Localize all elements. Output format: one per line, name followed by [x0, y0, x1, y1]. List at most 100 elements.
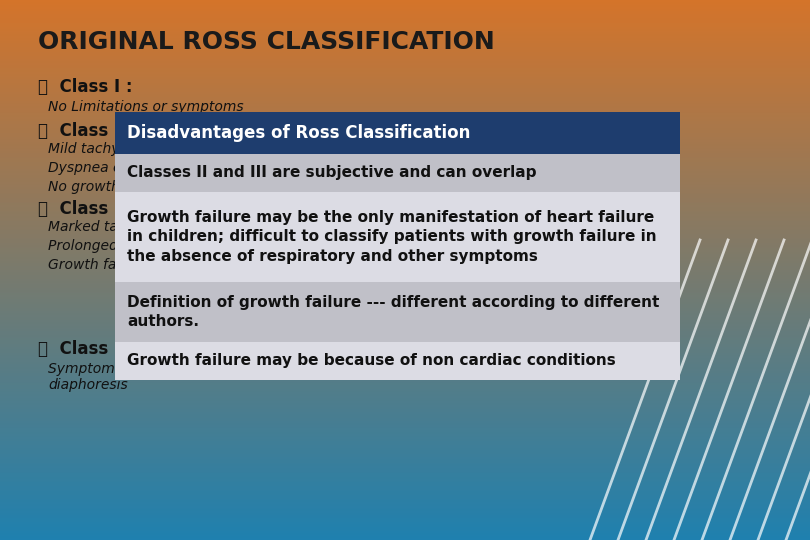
- Bar: [0, 340, 810, 342]
- Bar: [0, 302, 810, 304]
- Bar: [0, 474, 810, 475]
- Bar: [0, 498, 810, 501]
- Text: Prolonged feeding times: Prolonged feeding times: [48, 239, 217, 253]
- Bar: [0, 333, 810, 335]
- Bar: [0, 317, 810, 319]
- Bar: [0, 12, 810, 15]
- Bar: [0, 454, 810, 455]
- Bar: [0, 205, 810, 207]
- Text: ORIGINAL ROSS CLASSIFICATION: ORIGINAL ROSS CLASSIFICATION: [38, 30, 495, 54]
- Bar: [0, 9, 810, 11]
- Bar: [0, 528, 810, 529]
- Bar: [0, 367, 810, 369]
- Bar: [0, 23, 810, 25]
- Bar: [0, 63, 810, 65]
- Bar: [0, 328, 810, 329]
- Bar: [0, 416, 810, 417]
- Bar: [0, 184, 810, 185]
- Bar: [0, 475, 810, 477]
- Bar: [0, 470, 810, 471]
- Bar: [0, 513, 810, 515]
- Bar: [0, 227, 810, 228]
- Bar: [0, 77, 810, 79]
- Bar: [0, 110, 810, 112]
- Bar: [0, 232, 810, 234]
- Bar: [0, 417, 810, 420]
- Bar: [0, 285, 810, 286]
- Bar: [0, 106, 810, 108]
- Bar: [0, 223, 810, 225]
- Bar: [115, 154, 680, 192]
- Bar: [0, 15, 810, 16]
- Bar: [0, 126, 810, 128]
- Bar: [0, 96, 810, 97]
- Bar: [0, 293, 810, 295]
- Bar: [0, 178, 810, 180]
- Bar: [0, 155, 810, 157]
- Bar: [0, 324, 810, 326]
- Text: Definition of growth failure --- different according to different
authors.: Definition of growth failure --- differe…: [127, 295, 659, 329]
- Bar: [0, 272, 810, 274]
- Bar: [0, 157, 810, 158]
- Bar: [0, 239, 810, 241]
- Bar: [0, 135, 810, 137]
- Bar: [0, 471, 810, 474]
- Bar: [0, 450, 810, 452]
- Bar: [0, 290, 810, 292]
- Bar: [0, 459, 810, 461]
- Bar: [0, 187, 810, 189]
- Bar: [0, 2, 810, 4]
- Bar: [0, 201, 810, 204]
- Bar: [0, 191, 810, 193]
- Bar: [0, 20, 810, 22]
- Bar: [0, 47, 810, 49]
- Text: ⓔ  Class III:: ⓔ Class III:: [38, 200, 139, 218]
- Bar: [0, 441, 810, 443]
- Bar: [0, 477, 810, 479]
- Bar: [0, 515, 810, 517]
- Bar: [0, 214, 810, 216]
- Bar: [0, 282, 810, 285]
- Bar: [0, 81, 810, 83]
- Bar: [0, 204, 810, 205]
- Bar: [0, 463, 810, 464]
- Bar: [0, 444, 810, 447]
- Bar: [0, 378, 810, 380]
- Text: Growth failure may be because of non cardiac conditions: Growth failure may be because of non car…: [127, 354, 616, 368]
- Bar: [115, 342, 680, 380]
- Bar: [0, 313, 810, 315]
- Bar: [0, 76, 810, 77]
- Bar: [0, 292, 810, 293]
- Bar: [0, 393, 810, 394]
- Bar: [0, 279, 810, 281]
- Bar: [0, 54, 810, 56]
- Bar: [0, 536, 810, 538]
- Bar: [0, 421, 810, 423]
- Bar: [0, 493, 810, 495]
- Bar: [0, 520, 810, 522]
- Bar: [0, 234, 810, 236]
- Bar: [115, 192, 680, 282]
- Bar: [0, 220, 810, 221]
- Text: Marked tachypnea or diaphoresis: Marked tachypnea or diaphoresis: [48, 220, 279, 234]
- Bar: [0, 180, 810, 182]
- Bar: [0, 434, 810, 436]
- Bar: [0, 151, 810, 153]
- Bar: [0, 356, 810, 358]
- Bar: [0, 4, 810, 5]
- Bar: [0, 248, 810, 250]
- Bar: [0, 31, 810, 32]
- Bar: [0, 88, 810, 90]
- Bar: [0, 398, 810, 400]
- Bar: [0, 93, 810, 96]
- Bar: [0, 193, 810, 194]
- Bar: [0, 430, 810, 432]
- Bar: [0, 509, 810, 511]
- Text: Classes II and III are subjective and can overlap: Classes II and III are subjective and ca…: [127, 165, 536, 180]
- Bar: [0, 146, 810, 147]
- Bar: [0, 218, 810, 220]
- Bar: [0, 315, 810, 317]
- Bar: [0, 484, 810, 486]
- Bar: [0, 49, 810, 50]
- Bar: [0, 420, 810, 421]
